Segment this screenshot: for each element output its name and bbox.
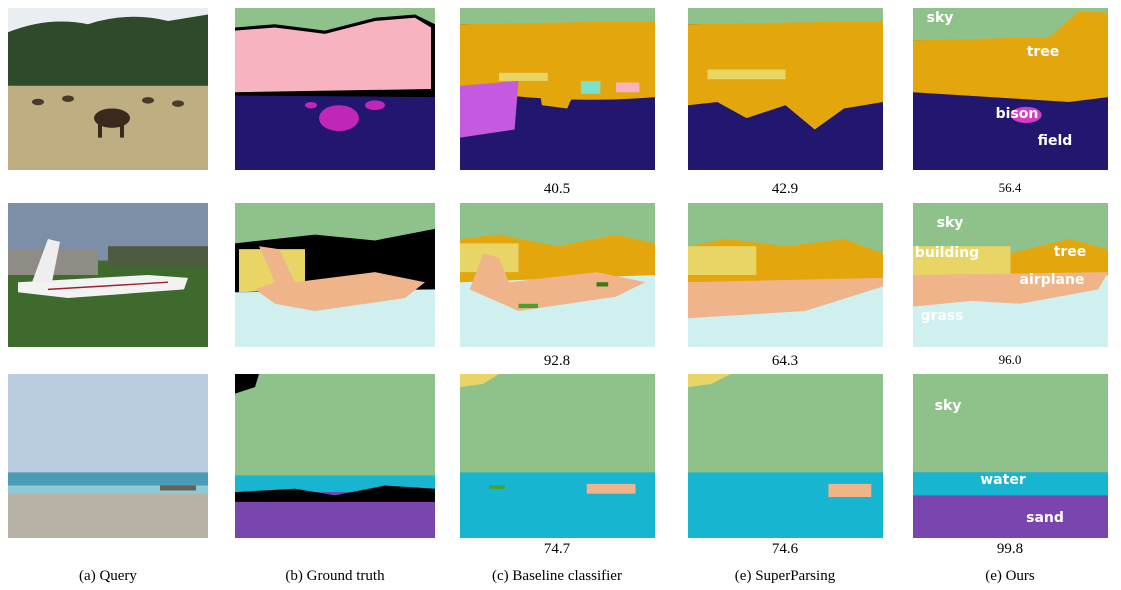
ground-truth xyxy=(235,203,435,347)
ground-truth xyxy=(235,8,435,170)
segment-label: tree xyxy=(1027,44,1060,60)
column-caption: (b) Ground truth xyxy=(285,568,385,584)
superparsing-result xyxy=(688,8,883,170)
score: 56.4 xyxy=(999,180,1022,195)
segment-label: sky xyxy=(937,215,964,231)
column-caption: (c) Baseline classifier xyxy=(492,568,622,584)
segment-label: bison xyxy=(996,106,1039,122)
segment-label: tree xyxy=(1054,244,1087,260)
segment-label: sky xyxy=(927,10,954,26)
segment-label: airplane xyxy=(1020,272,1085,288)
score: 42.9 xyxy=(772,181,798,197)
segment-label: water xyxy=(980,472,1026,488)
score: 74.6 xyxy=(772,541,799,557)
segment-label: sky xyxy=(935,398,962,414)
column-caption: (e) SuperParsing xyxy=(735,568,836,584)
score: 40.5 xyxy=(544,181,570,197)
baseline-result xyxy=(460,8,655,170)
segment-label: building xyxy=(915,245,979,261)
column-caption: (e) Ours xyxy=(985,568,1035,584)
segment-label: grass xyxy=(920,308,963,324)
baseline-result xyxy=(460,374,655,538)
query-image xyxy=(8,8,208,170)
superparsing-result xyxy=(688,203,883,347)
segment-label: field xyxy=(1038,133,1073,149)
score: 96.0 xyxy=(999,352,1022,367)
score: 99.8 xyxy=(997,541,1023,557)
ground-truth xyxy=(235,374,435,538)
ours-result xyxy=(913,8,1108,170)
query-image xyxy=(8,374,208,538)
score: 92.8 xyxy=(544,353,570,369)
column-caption: (a) Query xyxy=(79,568,137,584)
baseline-result xyxy=(460,203,655,347)
segment-label: sand xyxy=(1026,510,1064,526)
score: 64.3 xyxy=(772,353,798,369)
score: 74.7 xyxy=(544,541,571,557)
superparsing-result xyxy=(688,374,883,538)
figure: sky tree bison field sky building tree a… xyxy=(0,0,1121,590)
query-image xyxy=(8,203,208,347)
